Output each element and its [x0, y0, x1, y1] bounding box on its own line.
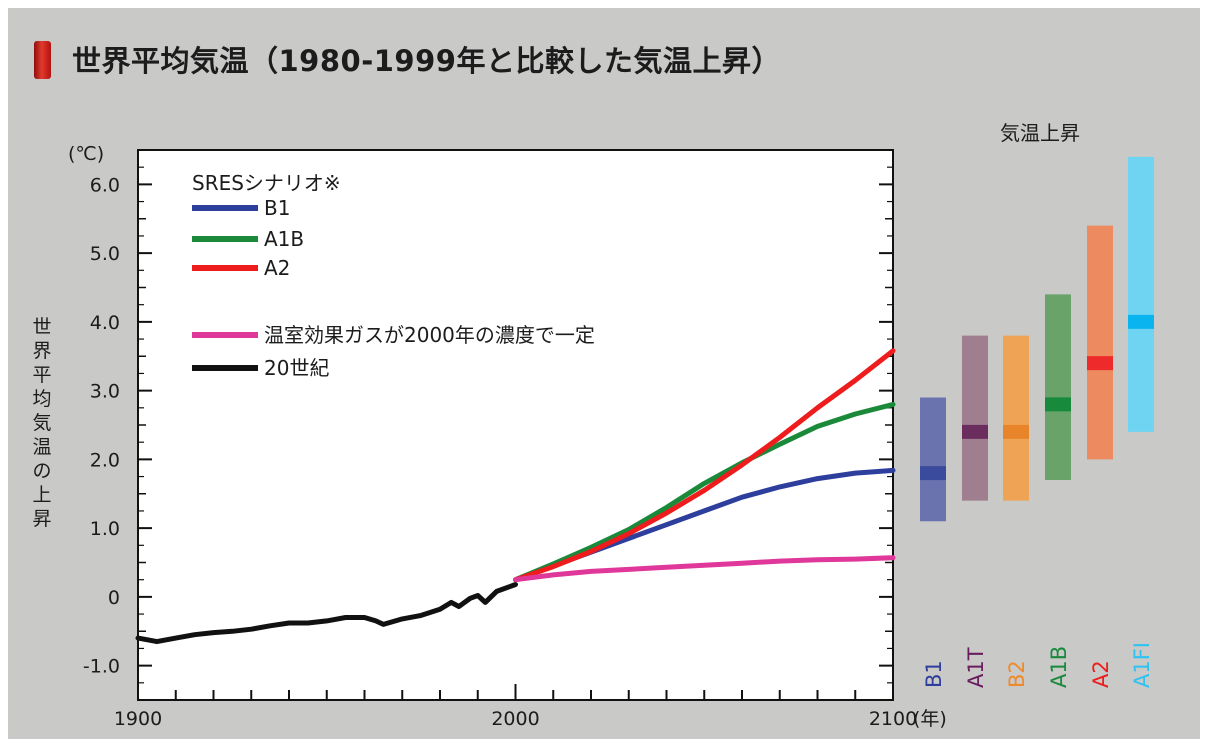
range-best-B1	[920, 466, 946, 481]
x-unit-label: (年)	[913, 708, 947, 730]
legend-label-0: B1	[264, 196, 290, 220]
chart-title: 世界平均気温（1980-1999年と比較した気温上昇）	[72, 44, 781, 78]
range-best-B2	[1003, 424, 1029, 439]
y-tick-label: 6.0	[90, 174, 120, 196]
plot-area	[137, 149, 894, 701]
range-label-A2: A2	[1089, 660, 1113, 688]
range-best-A1B	[1045, 397, 1071, 412]
range-best-A1FI	[1128, 314, 1154, 329]
range-label-A1T: A1T	[964, 647, 988, 688]
legend-label-2: A2	[264, 256, 290, 280]
range-bar-B2	[1003, 335, 1029, 501]
range-bar-A1B	[1045, 294, 1071, 480]
range-label-B2: B2	[1005, 660, 1029, 688]
y-tick-label: -1.0	[83, 656, 120, 678]
series-line-4	[513, 555, 896, 583]
y-tick-label: 4.0	[90, 312, 120, 334]
y-tick-label: 0	[108, 587, 120, 609]
x-tick-label: 2000	[491, 708, 539, 730]
range-label-B1: B1	[922, 660, 946, 688]
range-best-A2	[1087, 356, 1113, 371]
title-marker-icon	[34, 41, 51, 79]
legend-label-3: 温室効果ガスが2000年の濃度で一定	[264, 323, 595, 347]
range-label-A1B: A1B	[1047, 646, 1071, 688]
series-line-0	[135, 582, 518, 645]
x-tick-label: 1900	[114, 708, 162, 730]
range-bar-A1T	[962, 335, 988, 501]
range-best-A1T	[962, 424, 988, 439]
range-bar-A1FI	[1128, 156, 1154, 432]
ranges-title: 気温上昇	[1000, 121, 1080, 145]
y-unit-label: (℃)	[68, 143, 104, 165]
x-tick-label: 2100	[869, 708, 917, 730]
series-line-3	[513, 348, 896, 583]
range-label-A1FI: A1FI	[1130, 642, 1154, 688]
legend-title: SRESシナリオ※	[192, 171, 341, 195]
y-tick-label: 1.0	[90, 518, 120, 540]
series-line-2	[513, 401, 896, 583]
y-tick-label: 5.0	[90, 243, 120, 265]
range-bar-A2	[1087, 225, 1113, 460]
y-axis-label: 世界平均気温の上昇	[32, 316, 51, 530]
legend-label-1: A1B	[264, 227, 304, 251]
legend-label-4: 20世紀	[264, 356, 329, 380]
y-tick-label: 2.0	[90, 449, 120, 471]
range-bar-B1	[920, 397, 946, 522]
y-tick-label: 3.0	[90, 381, 120, 403]
